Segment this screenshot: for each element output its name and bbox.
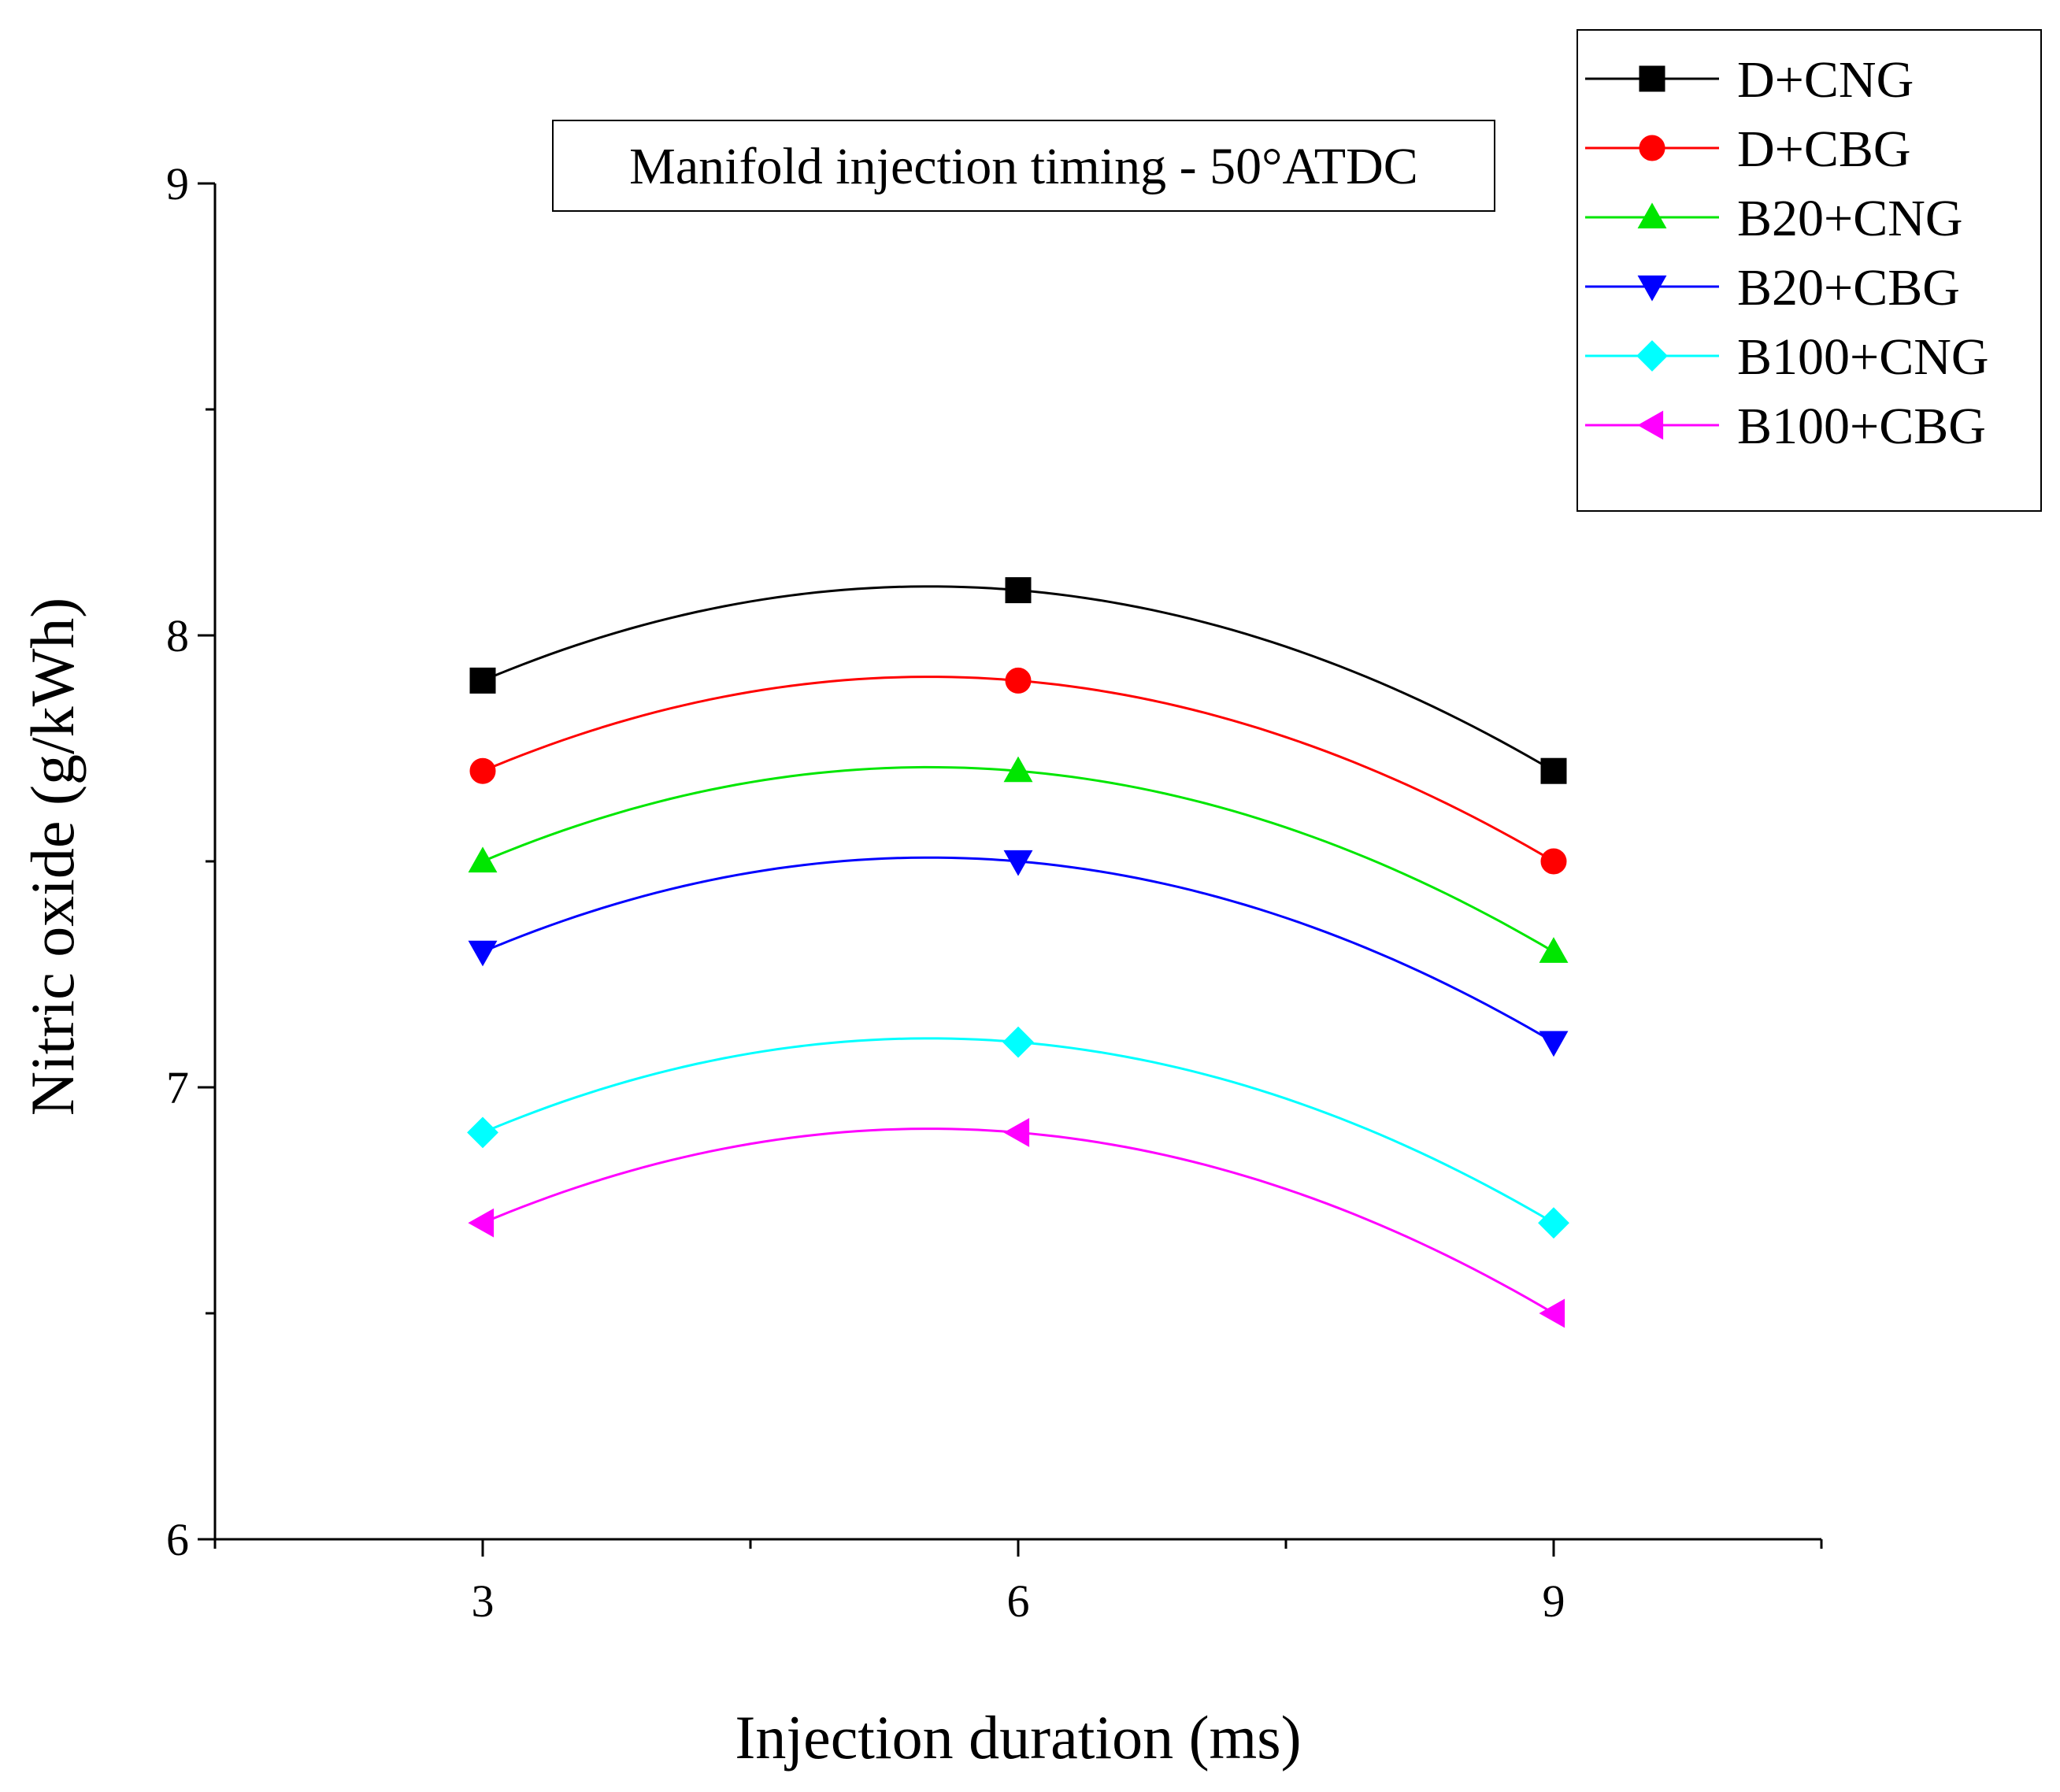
series-d-plus-cbg (469, 667, 1567, 875)
data-point (469, 667, 496, 694)
legend-items: D+CNG D+CBG B20+CNG B20+CBG B100+CNG B100+CBG (1585, 51, 1989, 455)
data-point (1003, 756, 1033, 783)
legend-item: D+CNG (1585, 51, 1914, 109)
data-point (1539, 1298, 1565, 1328)
data-point (469, 757, 496, 784)
y-axis-label: Nitric oxide (g/kWh) (18, 598, 87, 1116)
legend-marker (1637, 202, 1667, 229)
series-b100-plus-cbg (468, 1117, 1565, 1328)
annotation-frame (552, 120, 1495, 212)
legend-item: D+CBG (1585, 120, 1911, 178)
legend-marker (1637, 410, 1664, 440)
legend-label: B20+CNG (1737, 190, 1963, 247)
y-tick-label: 9 (166, 158, 189, 209)
legend-item: B20+CBG (1585, 259, 1960, 317)
x-axis-label: Injection duration (ms) (735, 1703, 1301, 1772)
legend-label: D+CNG (1737, 51, 1914, 109)
series-layer (467, 577, 1569, 1328)
x-tick-label: 3 (472, 1575, 495, 1627)
legend-label: B100+CNG (1737, 328, 1989, 386)
annotation-box: Manifold injection timing - 50°ATDC (552, 120, 1495, 212)
y-tick-label: 6 (166, 1514, 189, 1565)
legend-label: B100+CBG (1737, 398, 1986, 455)
legend-item: B100+CBG (1585, 398, 1986, 455)
legend-marker (1636, 340, 1668, 372)
data-point (467, 1116, 498, 1149)
data-point (468, 940, 498, 967)
legend-label: B20+CBG (1737, 259, 1960, 317)
series-d-plus-cng (469, 577, 1567, 784)
data-point (1538, 1207, 1569, 1239)
data-point (1539, 1031, 1569, 1057)
data-point (1003, 850, 1033, 876)
data-point (1005, 667, 1032, 694)
chart-annotation: Manifold injection timing - 50°ATDC (629, 138, 1418, 195)
data-point (1540, 757, 1567, 784)
x-tick-label: 6 (1007, 1575, 1030, 1627)
series-b20-plus-cng (468, 756, 1569, 963)
legend-label: D+CBG (1737, 120, 1911, 178)
series-b20-plus-cbg (468, 850, 1569, 1057)
data-point (1540, 848, 1567, 875)
data-point (1539, 937, 1569, 963)
legend-marker (1637, 275, 1667, 302)
y-tick-label: 8 (166, 610, 189, 661)
data-point (468, 1208, 495, 1238)
data-point (1002, 1026, 1034, 1058)
y-tick-label: 7 (166, 1062, 189, 1113)
legend-item: B100+CNG (1585, 328, 1989, 386)
legend-marker (1639, 65, 1665, 92)
x-tick-label: 9 (1543, 1575, 1565, 1627)
series-b100-plus-cng (467, 1026, 1569, 1239)
legend-marker (1639, 135, 1665, 161)
data-point (1005, 577, 1032, 604)
legend-item: B20+CNG (1585, 190, 1963, 247)
data-point (468, 846, 498, 873)
legend: D+CNG D+CBG B20+CNG B20+CBG B100+CNG B100+CBG (1576, 29, 2042, 512)
data-point (1003, 1117, 1030, 1147)
axes: 6 7 8 9 3 6 9 (166, 158, 1823, 1627)
